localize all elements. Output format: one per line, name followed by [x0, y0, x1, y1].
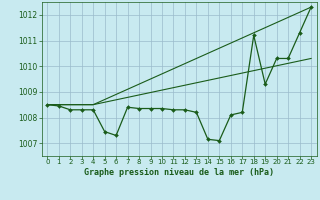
X-axis label: Graphe pression niveau de la mer (hPa): Graphe pression niveau de la mer (hPa) — [84, 168, 274, 177]
